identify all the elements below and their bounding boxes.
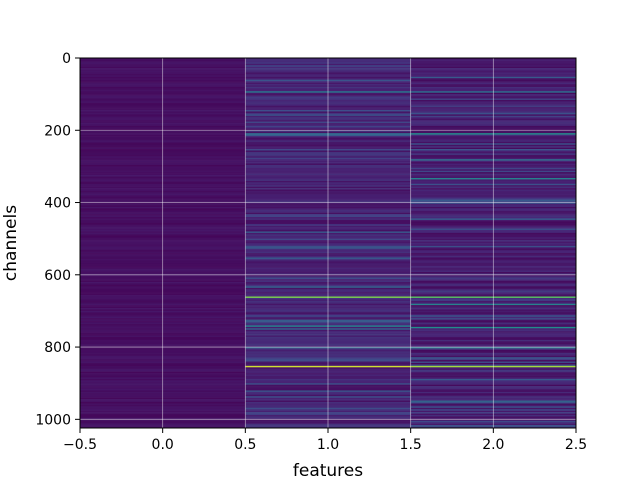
- x-tick-label: 2.5: [565, 437, 587, 453]
- y-axis-label: channels: [1, 205, 21, 281]
- x-tick-label: 0.5: [234, 437, 256, 453]
- y-tick-label: 600: [44, 268, 71, 284]
- x-axis-label: features: [293, 461, 363, 480]
- y-tick-label: 200: [44, 123, 71, 139]
- x-tick-label: 0.0: [152, 437, 174, 453]
- x-tick-label: 2.0: [482, 437, 504, 453]
- y-tick-label: 0: [62, 51, 71, 67]
- x-tick-label: 1.5: [400, 437, 422, 453]
- y-tick-label: 1000: [35, 412, 71, 428]
- y-tick-label: 400: [44, 196, 71, 212]
- x-tick-label: −0.5: [63, 437, 97, 453]
- y-axis-ticks: 0 200 400 600 800 1000: [35, 51, 80, 428]
- x-axis-ticks: −0.5 0.0 0.5 1.0 1.5 2.0 2.5: [63, 428, 587, 453]
- y-tick-label: 800: [44, 340, 71, 356]
- x-tick-label: 1.0: [317, 437, 339, 453]
